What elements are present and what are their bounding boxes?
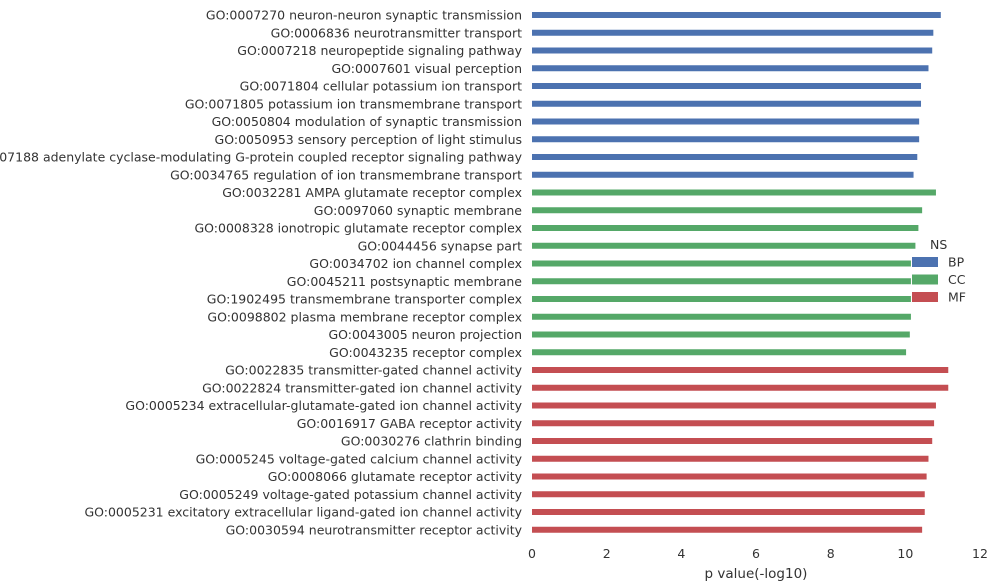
category-label: GO:0008328 ionotropic glutamate receptor… xyxy=(195,221,523,236)
x-axis-ticks-group: 0 2 4 6 8 10 12 xyxy=(528,546,988,561)
legend-label-cc: CC xyxy=(948,272,966,287)
legend-swatch-mf xyxy=(912,292,938,302)
x-tick-label: 4 xyxy=(677,546,685,561)
category-label: GO:0005249 voltage-gated potassium chann… xyxy=(179,487,522,502)
category-label: GO:0007601 visual perception xyxy=(331,61,522,76)
category-label: GO:0032281 AMPA glutamate receptor compl… xyxy=(222,185,522,200)
bar-mf xyxy=(532,420,935,427)
legend-title: NS xyxy=(930,237,947,252)
legend-entries-group: BP CC MF xyxy=(912,255,966,305)
category-label: GO:0005231 excitatory extracellular liga… xyxy=(84,505,522,520)
bar-mf xyxy=(532,402,936,409)
bar-mf xyxy=(532,526,923,533)
bar-cc xyxy=(532,225,919,231)
category-label: GO:1902495 transmembrane transporter com… xyxy=(207,292,522,307)
category-label: GO:0005234 extracellular-glutamate-gated… xyxy=(125,398,522,413)
x-tick-label: 8 xyxy=(827,546,835,561)
bar-bp xyxy=(532,154,918,160)
bar-bp xyxy=(532,136,920,143)
category-label: GO:0043235 receptor complex xyxy=(329,345,522,360)
category-label: GO:0097060 synaptic membrane xyxy=(314,203,523,218)
bar-cc xyxy=(532,331,910,338)
category-label: GO:0030594 neurotransmitter receptor act… xyxy=(226,522,523,537)
category-label: GO:0071804 cellular potassium ion transp… xyxy=(240,79,522,94)
bars-group xyxy=(532,12,949,533)
category-label: GO:0022824 transmitter-gated ion channel… xyxy=(202,380,523,395)
category-label: GO:0008066 glutamate receptor activity xyxy=(268,469,523,484)
category-labels-group: GO:0007270 neuron-neuron synaptic transm… xyxy=(0,8,523,538)
x-axis-title: p value(-log10) xyxy=(705,566,808,582)
category-label: GO:0034765 regulation of ion transmembra… xyxy=(170,167,522,182)
category-label: GO:0098802 plasma membrane receptor comp… xyxy=(207,309,522,324)
bar-cc xyxy=(532,207,923,214)
category-label: GO:0050804 modulation of synaptic transm… xyxy=(212,114,522,129)
category-label: GO:0006836 neurotransmitter transport xyxy=(271,25,522,40)
x-tick-label: 0 xyxy=(528,546,536,561)
bar-bp xyxy=(532,100,922,107)
category-label: GO:0045211 postsynaptic membrane xyxy=(287,274,523,289)
category-label: GO:0016917 GABA receptor activity xyxy=(297,416,523,431)
category-label: GO:0007270 neuron-neuron synaptic transm… xyxy=(206,8,522,23)
bar-cc xyxy=(532,260,911,267)
x-tick-label: 10 xyxy=(897,546,913,561)
legend-label-bp: BP xyxy=(948,255,965,270)
bar-bp xyxy=(532,171,914,178)
bar-bp xyxy=(532,29,934,36)
bar-mf xyxy=(532,438,933,444)
bar-bp xyxy=(532,83,922,89)
category-label: GO:0044456 synapse part xyxy=(358,238,522,253)
bar-bp xyxy=(532,47,933,54)
bar-cc xyxy=(532,189,936,196)
category-label: GO:0050953 sensory perception of light s… xyxy=(215,132,522,147)
legend: NS BP CC MF xyxy=(912,237,966,305)
bar-cc xyxy=(532,242,916,249)
legend-swatch-cc xyxy=(912,274,938,285)
category-label: GO:0022835 transmitter-gated channel act… xyxy=(225,363,522,378)
bar-bp xyxy=(532,12,941,18)
category-label: GO:0030276 clathrin binding xyxy=(341,434,522,449)
legend-swatch-bp xyxy=(912,257,938,267)
category-label: GO:0034702 ion channel complex xyxy=(309,256,522,271)
bar-bp xyxy=(532,65,929,72)
bar-cc xyxy=(532,296,911,302)
bar-mf xyxy=(532,509,925,515)
bar-cc xyxy=(532,278,911,285)
category-label: GO:0007218 neuropeptide signaling pathwa… xyxy=(237,43,522,58)
x-tick-label: 12 xyxy=(972,546,988,561)
category-label: GO:0005245 voltage-gated calcium channel… xyxy=(196,451,523,466)
bar-mf xyxy=(532,384,949,391)
bar-cc xyxy=(532,349,907,356)
bar-mf xyxy=(532,491,925,498)
bar-mf xyxy=(532,455,929,462)
bar-mf xyxy=(532,367,949,373)
bar-bp xyxy=(532,118,920,125)
bar-cc xyxy=(532,313,911,320)
category-label: GO:0043005 neuron projection xyxy=(328,327,522,342)
x-tick-label: 6 xyxy=(752,546,760,561)
legend-label-mf: MF xyxy=(948,290,966,305)
bar-mf xyxy=(532,473,927,480)
category-label: GO:0071805 potassium ion transmembrane t… xyxy=(185,96,522,111)
x-tick-label: 2 xyxy=(603,546,611,561)
category-label: GO:0007188 adenylate cyclase-modulating … xyxy=(0,150,523,165)
